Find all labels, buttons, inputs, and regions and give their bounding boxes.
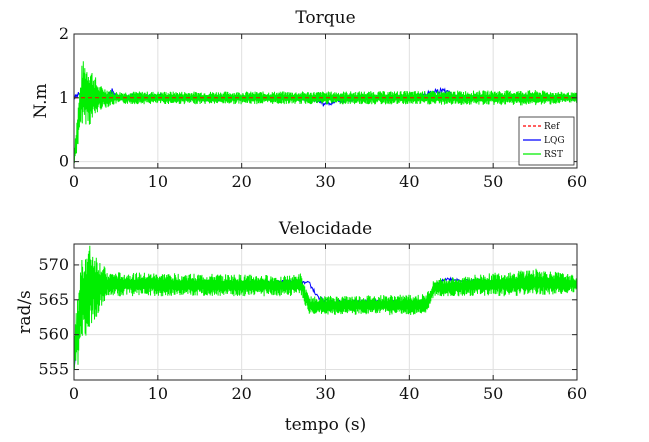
x-tick-label: 20 [231, 384, 251, 403]
x-tick-label: 30 [315, 384, 335, 403]
velocidade-xlabel: tempo (s) [285, 415, 367, 435]
y-tick-label: 560 [38, 325, 69, 344]
legend-label-ref: Ref [544, 122, 560, 132]
x-tick-label: 40 [399, 172, 419, 191]
velocidade-ylabel: rad/s [15, 290, 35, 334]
y-tick-label: 565 [38, 290, 69, 309]
torque-title: Torque [295, 8, 355, 28]
x-tick-label: 60 [567, 384, 587, 403]
x-tick-label: 50 [483, 172, 503, 191]
velocidade-title: Velocidade [278, 219, 372, 239]
velocidade-panel: 0 10 20 30 40 50 60 555 560 565 570 Velocidade rad… [15, 219, 587, 435]
torque-ticks: 0 10 20 30 40 50 60 0 1 2 [59, 24, 587, 191]
series-line-rst [73, 245, 578, 370]
y-tick-label: 2 [59, 24, 69, 43]
y-tick-label: 555 [38, 360, 69, 379]
legend-label-rst: RST [544, 150, 563, 160]
x-tick-label: 50 [483, 384, 503, 403]
x-tick-label: 10 [148, 172, 168, 191]
velocidade-ticks: 0 10 20 30 40 50 60 555 560 565 570 [38, 244, 587, 403]
torque-series [73, 61, 578, 164]
torque-legend: Ref LQG RST [518, 116, 575, 166]
x-tick-label: 0 [69, 172, 79, 191]
x-tick-label: 30 [315, 172, 335, 191]
y-tick-label: 0 [59, 152, 69, 171]
velocidade-series [73, 245, 578, 370]
x-tick-label: 10 [148, 384, 168, 403]
torque-panel: 0 10 20 30 40 50 60 0 1 2 Torque N.m Ref LQG RST [31, 8, 587, 191]
y-tick-label: 1 [59, 88, 69, 107]
y-tick-label: 570 [38, 255, 69, 274]
x-tick-label: 0 [69, 384, 79, 403]
torque-ylabel: N.m [31, 83, 51, 118]
legend-label-lqg: LQG [544, 136, 565, 146]
x-tick-label: 40 [399, 384, 419, 403]
series-line-rst [73, 61, 578, 164]
legend-box [518, 116, 575, 166]
x-tick-label: 60 [567, 172, 587, 191]
x-tick-label: 20 [231, 172, 251, 191]
